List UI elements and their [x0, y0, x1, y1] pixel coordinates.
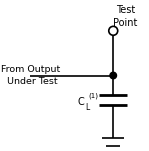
Text: Test
Point: Test Point	[113, 5, 137, 28]
Text: From Output
  Under Test: From Output Under Test	[1, 65, 61, 86]
Circle shape	[109, 26, 118, 35]
Text: L: L	[86, 103, 90, 112]
Text: C: C	[77, 97, 84, 107]
Circle shape	[110, 72, 117, 79]
Text: (1): (1)	[89, 93, 99, 99]
